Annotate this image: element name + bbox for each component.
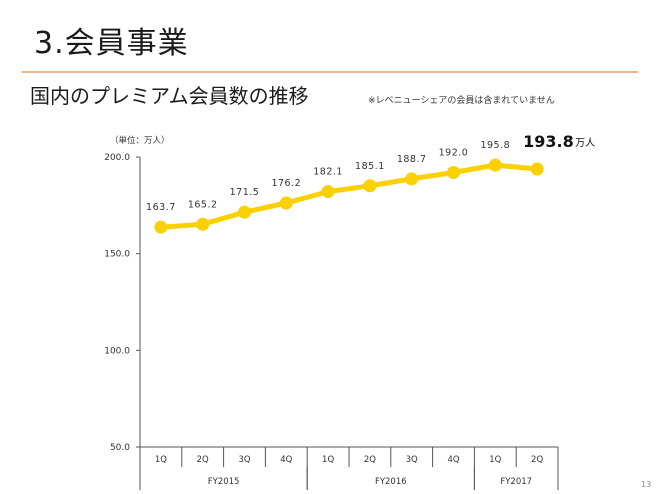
category-label: 1Q [489,455,501,465]
data-point [488,158,502,172]
category-label: 1Q [155,455,167,465]
section-title: 3.会員事業 [34,26,189,61]
fiscal-year-label: FY2017 [500,477,532,487]
fiscal-year-label: FY2016 [375,477,407,487]
series-line-layer [154,158,544,234]
category-label: 3Q [406,455,418,465]
data-point [530,162,544,176]
data-label: 163.7 [146,202,176,213]
category-label: 4Q [280,455,292,465]
data-label: 182.1 [313,167,343,178]
fiscal-year-label: FY2015 [208,477,240,487]
data-label: 165.2 [188,199,218,210]
y-tick-label: 200.0 [104,153,130,163]
data-point [321,185,335,199]
data-label: 192.0 [439,147,469,158]
data-point [196,217,210,231]
axes: 50.0 100.0 150.0 200.0 1Q 2Q 3Q 4Q 1Q 2Q 3Q 4Q 1Q 2Q F… [104,153,559,490]
data-label: 171.5 [230,187,260,198]
category-label: 2Q [197,455,209,465]
unit-label: （単位：万人） [110,136,170,146]
data-label: 185.1 [355,161,385,172]
title-divider [22,71,638,73]
slide-subtitle: 国内のプレミアム会員数の推移 [30,84,309,108]
unit-suffix-label: 万人 [575,137,595,149]
y-tick-label: 100.0 [104,346,130,356]
footnote: ※レベニューシェアの会員は含まれていません [368,96,555,106]
y-tick-label: 150.0 [104,250,130,260]
category-label: 1Q [322,455,334,465]
page-number: 13 [641,480,652,489]
category-label: 2Q [364,455,376,465]
data-point [154,220,168,234]
data-point [405,172,419,186]
data-label: 195.8 [480,140,510,151]
category-label: 4Q [447,455,459,465]
category-label: 2Q [531,455,543,465]
data-point [279,196,293,210]
y-tick-label: 50.0 [110,443,130,453]
data-point [447,165,460,179]
data-label: 176.2 [271,178,301,189]
category-label: 3Q [238,455,250,465]
series-line [158,162,540,230]
data-point [238,205,251,219]
data-label-latest: 193.8 [523,132,574,151]
data-point [363,179,377,193]
data-label: 188.7 [397,154,427,165]
data-label-layer: 163.7 165.2 171.5 176.2 182.1 185.1 188.7 192.0… [146,132,595,213]
